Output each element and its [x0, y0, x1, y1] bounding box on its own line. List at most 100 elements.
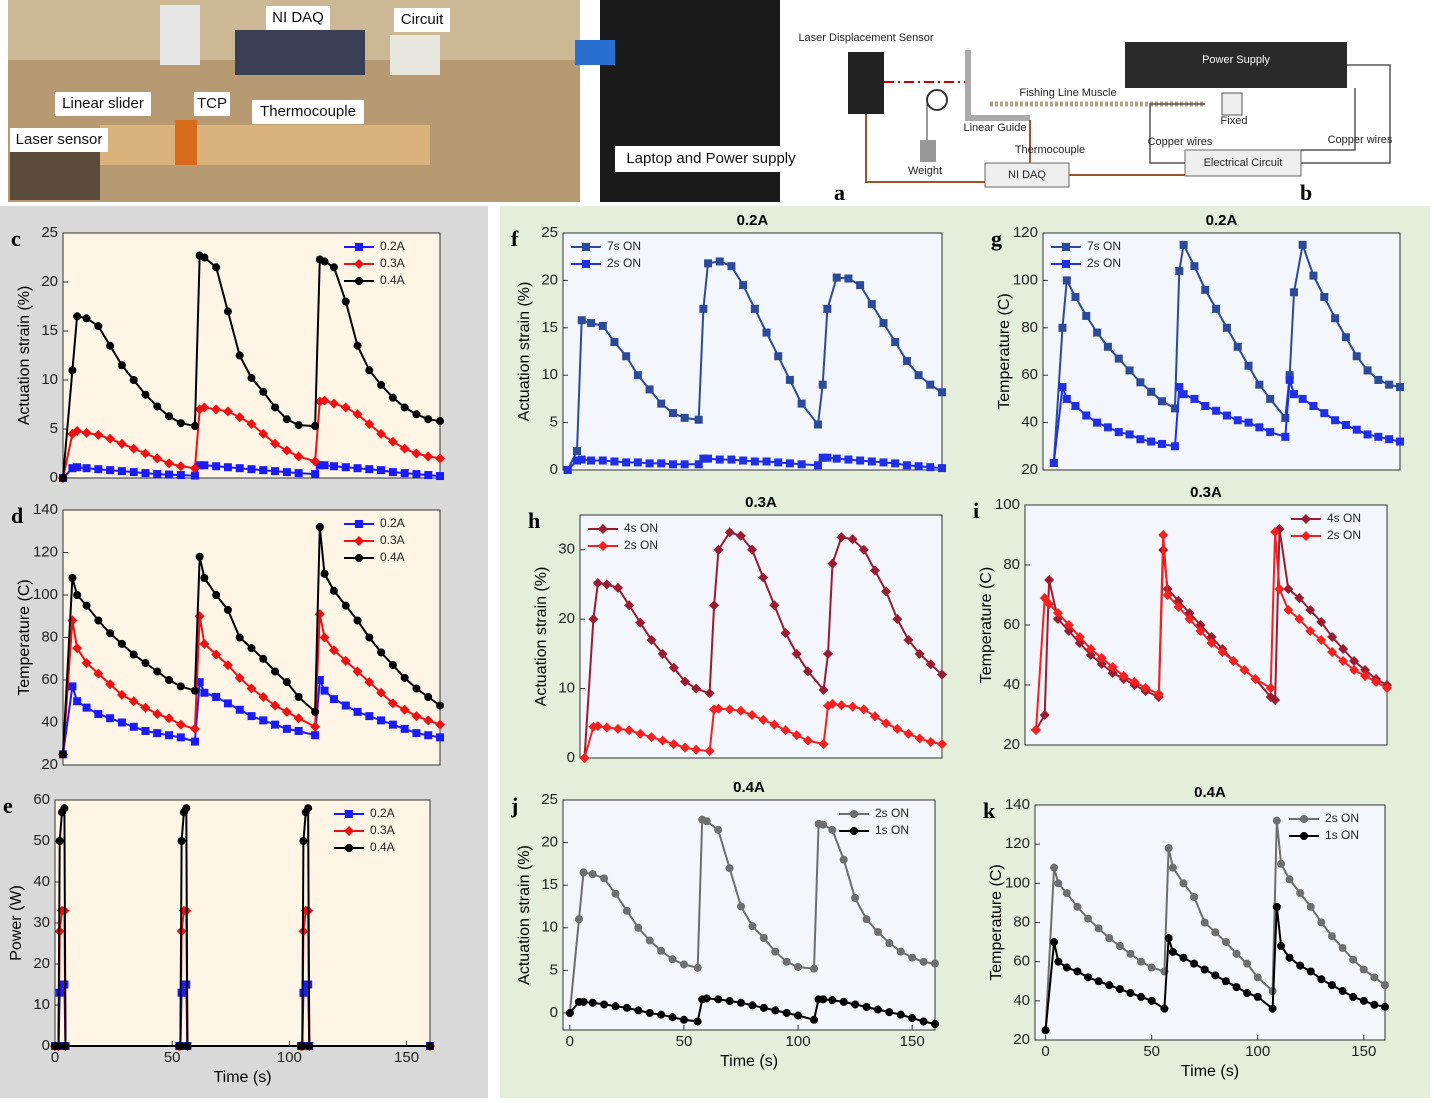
marker: [694, 460, 703, 469]
marker: [668, 739, 679, 750]
marker: [867, 457, 876, 466]
marker: [1129, 677, 1140, 687]
marker: [1137, 957, 1146, 966]
marker: [802, 666, 813, 677]
marker: [129, 376, 138, 384]
marker: [565, 1008, 574, 1017]
x-tick-label: 100: [1245, 1043, 1270, 1060]
marker: [847, 534, 858, 545]
panel-letter: d: [11, 503, 23, 528]
marker: [117, 467, 126, 476]
diagram-label: Copper wires: [1148, 136, 1213, 148]
marker: [937, 669, 947, 680]
marker: [377, 716, 386, 725]
marker: [702, 817, 711, 826]
marker: [713, 703, 724, 714]
marker: [1200, 918, 1209, 927]
marker: [1272, 902, 1281, 911]
marker: [577, 455, 586, 464]
marker: [1253, 992, 1262, 1001]
marker: [435, 453, 445, 464]
marker: [164, 713, 175, 724]
panel-letter: k: [983, 798, 996, 823]
marker: [94, 322, 103, 331]
marker: [1082, 311, 1091, 320]
marker: [175, 461, 186, 472]
photo-tape: [575, 40, 615, 65]
label-box: [10, 128, 108, 152]
marker: [282, 468, 291, 477]
marker: [1320, 292, 1329, 301]
photo-circuit: [390, 35, 440, 75]
marker: [635, 617, 646, 628]
marker: [73, 312, 82, 321]
marker: [704, 688, 715, 699]
panel-letter: a: [834, 180, 845, 205]
marker: [914, 371, 923, 380]
x-tick-label: 0: [1041, 1043, 1049, 1060]
marker: [634, 1006, 643, 1015]
marker: [1147, 437, 1156, 446]
marker: [668, 1013, 677, 1022]
marker: [81, 427, 92, 438]
marker: [1285, 375, 1294, 384]
marker: [802, 735, 813, 746]
marker: [668, 662, 679, 673]
marker: [1281, 432, 1290, 441]
marker: [657, 459, 666, 468]
marker: [1082, 411, 1091, 420]
marker: [222, 660, 233, 671]
marker: [823, 453, 832, 462]
x-tick-label: 150: [900, 1033, 925, 1050]
marker: [832, 273, 841, 282]
plot-area: [562, 232, 943, 471]
marker: [1298, 394, 1307, 403]
marker: [588, 998, 597, 1007]
marker: [353, 707, 362, 716]
marker: [1331, 314, 1340, 323]
marker: [129, 722, 138, 731]
marker: [315, 461, 324, 470]
legend-marker: [355, 277, 363, 285]
marker: [190, 737, 199, 746]
chart: 0 5 10 15 20 25 0 50 100 150 0.4A j Actuation strain…: [510, 779, 939, 1070]
marker: [117, 718, 126, 727]
marker: [762, 457, 771, 466]
marker: [1244, 361, 1253, 370]
legend-marker: [355, 554, 363, 562]
marker: [190, 471, 199, 480]
marker: [1137, 992, 1146, 1001]
marker: [128, 696, 139, 707]
marker: [293, 713, 304, 724]
legend-label: 2s ON: [607, 256, 641, 270]
marker: [200, 461, 209, 470]
legend-marker: [344, 826, 354, 836]
chart: 20 40 60 80 100 120 140 d Temperature (C) 0.2A 0.3…: [11, 501, 445, 773]
marker: [1126, 949, 1135, 958]
marker: [819, 995, 828, 1004]
marker: [310, 456, 321, 467]
y-axis-label: Actuation strain (%): [533, 567, 550, 707]
marker: [1221, 938, 1230, 947]
marker: [780, 725, 791, 736]
marker: [328, 398, 339, 409]
y-tick-label: 0: [50, 469, 58, 486]
y-axis-label: Temperature (C): [996, 293, 1013, 409]
marker: [320, 461, 329, 470]
marker: [938, 388, 946, 397]
marker: [165, 470, 174, 479]
marker: [587, 456, 596, 465]
diagram-label: Thermocouple: [1015, 144, 1085, 156]
marker: [699, 304, 708, 313]
y-tick-label: 20: [41, 273, 58, 290]
marker: [298, 1042, 307, 1050]
marker: [1107, 668, 1118, 678]
marker: [82, 601, 91, 610]
marker: [1363, 430, 1372, 439]
diagram-label: Laser Displacement Sensor: [798, 32, 933, 44]
marker: [737, 902, 746, 911]
marker: [1211, 971, 1220, 980]
marker: [1327, 932, 1336, 941]
marker: [579, 868, 588, 877]
marker: [896, 947, 905, 956]
